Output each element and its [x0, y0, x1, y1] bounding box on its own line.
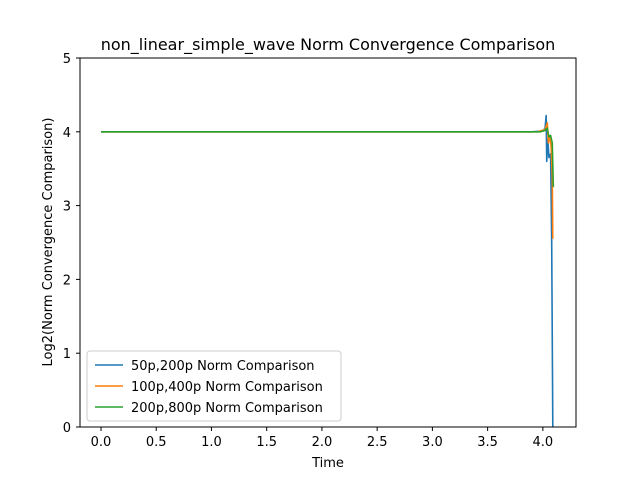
- x-tick-label: 2.5: [367, 435, 388, 450]
- y-tick-label: 2: [63, 273, 71, 288]
- y-tick-label: 0: [63, 421, 71, 436]
- y-tick-label: 4: [63, 126, 71, 141]
- legend-label: 50p,200p Norm Comparison: [131, 359, 315, 374]
- x-tick-label: 0.0: [91, 435, 112, 450]
- x-axis: 0.0 0.5 1.0 1.5 2.0 2.5 3.0 3.5 4.0: [91, 427, 554, 450]
- y-tick-label: 1: [63, 347, 71, 362]
- legend-box: [86, 350, 342, 422]
- x-tick-label: 3.5: [477, 435, 498, 450]
- x-tick-label: 2.0: [312, 435, 333, 450]
- x-tick-label: 1.5: [256, 435, 277, 450]
- y-tick-label: 3: [63, 200, 71, 215]
- legend-label: 200p,800p Norm Comparison: [131, 401, 323, 416]
- y-axis: 0 1 2 3 4 5: [63, 52, 80, 436]
- series-line-3: [100, 127, 555, 188]
- x-tick-label: 4.0: [533, 435, 554, 450]
- x-tick-label: 3.0: [422, 435, 443, 450]
- plot-frame: [79, 57, 577, 428]
- y-axis-label: Log2(Norm Convergence Comparison): [41, 118, 56, 367]
- legend-label: 100p,400p Norm Comparison: [131, 380, 323, 395]
- plot-area: [100, 114, 555, 427]
- x-tick-label: 1.0: [201, 435, 222, 450]
- x-axis-label: Time: [311, 456, 344, 471]
- chart-title: non_linear_simple_wave Norm Convergence …: [101, 35, 556, 55]
- legend: 50p,200p Norm Comparison 100p,400p Norm C…: [86, 350, 342, 422]
- y-tick-label: 5: [63, 52, 71, 67]
- x-tick-label: 0.5: [146, 435, 167, 450]
